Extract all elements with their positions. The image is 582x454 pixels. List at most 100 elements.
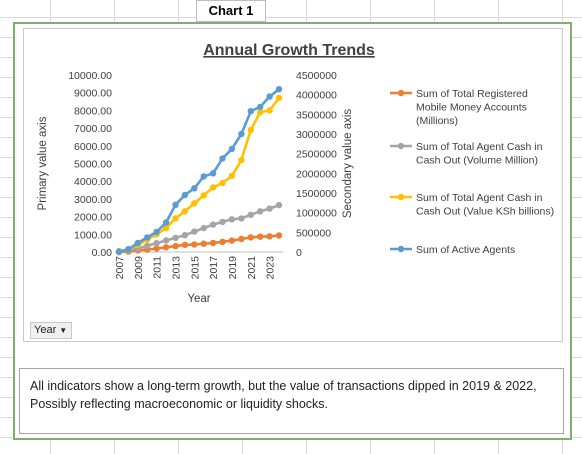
x-tick-label: 2019 [227,256,239,280]
series-4-point [209,170,217,177]
legend-swatch-marker [397,89,405,97]
legend-label-line: Cash Out (Volume Million) [416,155,538,167]
series-1-point [181,241,189,249]
legend-label-line: Sum of Total Agent Cash in [416,141,543,153]
y2-tick-label: 1500000 [296,188,337,200]
y2-tick-label: 3000000 [296,129,337,141]
line-chart: Annual Growth Trends 0.00 1000.00 2000.00 30… [37,42,554,305]
series-1-point [238,235,245,243]
series-4-point [200,173,207,180]
x-axis-title: Year [187,293,210,305]
legend-label-2: Sum of Total Agent Cash in Cash Out (Volu… [416,141,543,167]
series-4-point [144,234,151,241]
series-1-point [266,233,273,240]
series-1-point [275,232,283,239]
series-1-point [162,244,170,251]
series-3-point [181,208,189,215]
series-1-point [153,245,160,252]
series-3-point [200,192,207,199]
series-4-point [191,185,198,192]
y2-tick-label: 2000000 [296,168,337,180]
legend-label-line: Mobile Money Accounts [416,102,527,114]
y-tick-label: 6000.00 [74,141,112,153]
series-4-point [172,201,179,208]
series-3-point [238,156,245,164]
series-2-point [209,221,217,228]
series-2-point [266,205,273,212]
x-tick-label: 2007 [114,256,126,280]
series-3-point [191,200,198,207]
series-3-point [209,184,217,191]
series-2-point [191,228,198,235]
y-tick-label: 7000.00 [74,123,112,135]
series-4-point [266,93,273,100]
y-tick-label: 5000.00 [74,159,112,171]
chart-label-cell[interactable]: Chart 1 [196,0,266,22]
y-tick-label: 8000.00 [74,105,112,117]
note-text: All indicators show a long-term growth, … [30,379,537,411]
legend-label-3: Sum of Total Agent Cash in Cash Out (Valu… [416,192,554,218]
y2-tick-label: 0 [296,247,302,259]
note-textbox[interactable]: All indicators show a long-term growth, … [19,368,564,434]
series-4-point [115,248,123,256]
y-tick-label: 0.00 [92,247,113,259]
legend-swatch-marker [397,193,405,201]
series-2-point [153,240,160,247]
y-tick-label: 1000.00 [74,229,112,241]
y2-tick-label: 4500000 [296,70,337,82]
series-3-point [228,172,236,180]
series-4-point [257,103,264,111]
series-1-point [257,233,264,240]
series-3-point [257,109,264,116]
series-1-point [228,237,236,244]
series-3-point [219,179,226,187]
series-1-point [200,240,207,247]
y-tick-label: 9000.00 [74,88,112,100]
series-2-point [200,224,207,232]
x-tick-label: 2015 [189,256,201,280]
legend-label-line: Sum of Total Agent Cash in [416,192,543,204]
dropdown-arrow-icon: ▼ [59,326,68,335]
series-2-point [172,234,179,241]
y2-tick-label: 2500000 [296,149,337,161]
series-1-point [172,242,179,250]
legend-label-line: Cash Out (Value KSh billions) [416,206,554,218]
series-2-point [275,201,283,209]
series-4-point [125,246,132,253]
series-4-point [162,219,170,226]
y-tick-label: 10000.00 [68,70,112,82]
series-2-point [257,208,264,215]
y-tick-label: 4000.00 [74,176,112,188]
x-tick-label: 2017 [208,256,220,280]
series-3-point [275,94,283,102]
series-2-point [247,211,254,218]
series-3-point [266,107,273,114]
series-4-point [134,239,141,247]
y-axis-title: Primary value axis [37,116,49,210]
series-1-point [209,239,217,247]
series-2-point [238,215,245,222]
year-field-button[interactable]: Year ▼ [30,322,72,339]
series-4-point [247,108,254,115]
legend-label-line: Sum of Total Registered [416,88,528,100]
x-tick-label: 2021 [246,256,258,280]
legend-label-line: Sum of Active Agents [416,244,515,256]
year-field-label: Year [34,324,57,336]
series-1-point [247,234,254,241]
series-1-point [191,241,198,248]
chart-area[interactable]: Annual Growth Trends 0.00 1000.00 2000.00 30… [23,28,563,342]
x-tick-label: 2023 [265,256,277,280]
series-4-point [181,191,189,199]
series-3-point [247,126,254,134]
series-2-point [144,242,151,249]
series-2-point [181,232,189,239]
y-tick-label: 2000.00 [74,212,112,224]
series-4-point [228,145,236,153]
x-tick-label: 2009 [133,256,145,280]
legend-swatch-marker [397,142,405,150]
series-4-point [219,155,226,162]
y2-tick-label: 4000000 [296,90,337,102]
legend-label-4: Sum of Active Agents [416,244,515,256]
series-2-point [162,237,170,244]
y2-axis-title: Secondary value axis [342,109,354,219]
